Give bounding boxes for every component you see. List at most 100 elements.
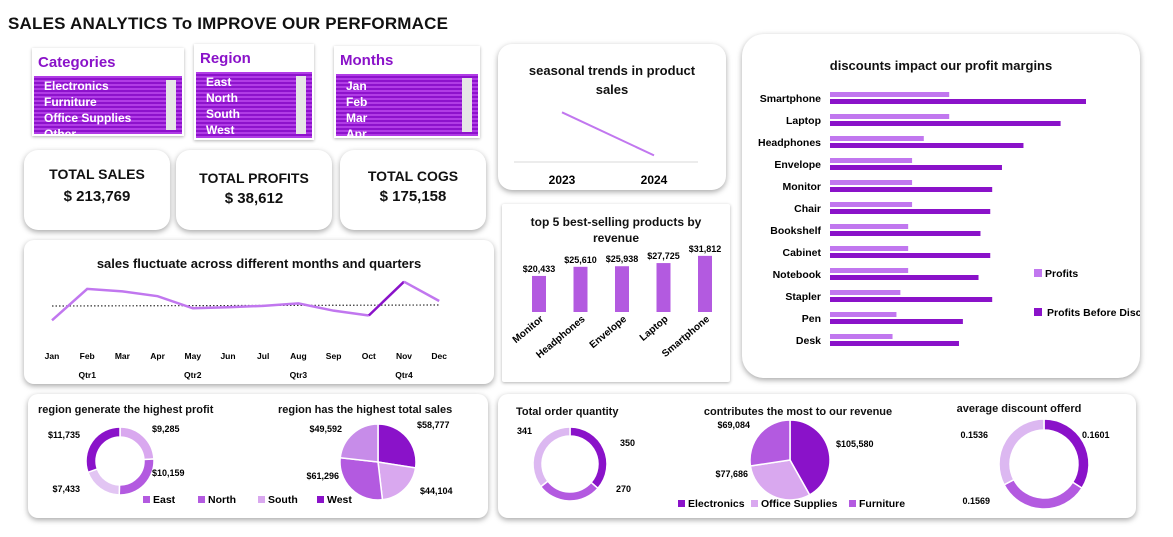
monthly-tick-may: May — [185, 351, 202, 361]
discount-tick-smartphone: Smartphone — [760, 93, 821, 105]
quarter-tick-qtr4: Qtr4 — [395, 370, 413, 380]
discount-tick-bookshelf: Bookshelf — [770, 225, 821, 237]
slicer-item-east[interactable]: East — [206, 75, 232, 89]
monthly-tick-mar: Mar — [115, 351, 131, 361]
profit-before-discount-bar-monitor — [830, 187, 993, 192]
profit-before-discount-bar-headphones — [830, 143, 1024, 148]
region-profit-label-0: $9,285 — [152, 424, 180, 434]
slicer-item-electronics[interactable]: Electronics — [44, 79, 109, 93]
quarter-tick-qtr1: Qtr1 — [78, 370, 96, 380]
legend-label-profits-before-discount: Profits Before Discount — [1047, 307, 1140, 319]
months-slicer[interactable]: Months Jan Feb Mar Apr — [334, 46, 480, 138]
months-slicer-header: Months — [340, 52, 394, 69]
total-cogs-card: TOTAL COGS $ 175,158 — [340, 150, 486, 230]
region-slicer-header: Region — [200, 50, 251, 67]
discount-tick-cabinet: Cabinet — [782, 247, 821, 259]
slicer-item-jan[interactable]: Jan — [346, 79, 367, 93]
region-profit-label-1: $10,159 — [152, 468, 185, 478]
top5-label-envelope: $25,938 — [606, 254, 639, 264]
discounts-impact-title: discounts impact our profit margins — [829, 58, 1053, 73]
total-cogs-label: TOTAL COGS — [367, 168, 459, 184]
order-qty-slice-2 — [532, 426, 571, 488]
top5-products-card: top 5 best-selling products by revenue $… — [502, 204, 730, 382]
region-profit-slice-0 — [119, 426, 155, 461]
profit-before-discount-bar-envelope — [830, 165, 1002, 170]
monthly-tick-feb: Feb — [80, 351, 95, 361]
monthly-sales-card: sales fluctuate across different months … — [24, 240, 494, 384]
profit-bar-desk — [830, 334, 893, 339]
top5-label-monitor: $20,433 — [523, 264, 556, 274]
slicer-item-apr[interactable]: Apr — [346, 127, 367, 136]
discount-tick-chair: Chair — [794, 203, 821, 215]
seasonal-trends-card: seasonal trends in product sales 2023 202… — [498, 44, 726, 190]
region-legend-swatch-east — [143, 496, 150, 503]
top5-bar-envelope — [615, 266, 629, 312]
categories-scrollbar[interactable] — [166, 80, 176, 130]
top5-bar-headphones — [573, 266, 588, 312]
region-sales-slice-0 — [377, 423, 417, 469]
orders-revenue-card: Total order quantity contributes the mos… — [498, 394, 1136, 518]
avg-discount-label-2: 0.1536 — [960, 430, 988, 440]
total-sales-value: $ 213,769 — [63, 188, 131, 205]
order-qty-slice-1 — [539, 480, 599, 502]
region-legend-label-south: South — [268, 494, 298, 506]
profit-bar-pen — [830, 312, 897, 317]
profit-bar-headphones — [830, 136, 924, 141]
top5-tick-laptop: Laptop — [638, 314, 671, 344]
monthly-series-line-end — [403, 280, 440, 303]
avg-discount-label-1: 0.1569 — [962, 496, 990, 506]
profit-bar-bookshelf — [830, 224, 909, 229]
categories-slicer[interactable]: Categories Electronics Furniture Office … — [32, 48, 184, 136]
monthly-sales-chart: Jan Feb Mar Apr May Jun Jul Aug Sep Oct Nov Dec Qtr1… — [45, 280, 447, 380]
discount-tick-headphones: Headphones — [758, 137, 821, 149]
slicer-item-office-supplies[interactable]: Office Supplies — [44, 111, 132, 125]
slicer-item-west[interactable]: West — [206, 123, 235, 137]
total-sales-label: TOTAL SALES — [49, 166, 145, 182]
top5-tick-monitor: Monitor — [511, 314, 546, 346]
total-profits-value: $ 38,612 — [224, 190, 284, 207]
seasonal-series-line — [561, 111, 655, 157]
discount-tick-stapler: Stapler — [785, 291, 821, 303]
order-qty-label-0: 350 — [620, 438, 635, 448]
revenue-legend-swatch-office-supplies — [751, 500, 758, 507]
total-cogs-value: $ 175,158 — [379, 188, 447, 205]
total-profits-label: TOTAL PROFITS — [199, 170, 309, 186]
revenue-legend-label-electronics: Electronics — [688, 498, 745, 510]
top5-bar-monitor — [532, 275, 546, 312]
region-legend-swatch-north — [198, 496, 205, 503]
avg-discount-title: average discount offerd — [956, 403, 1082, 415]
profit-bar-notebook — [830, 268, 909, 273]
top5-bar-laptop — [656, 263, 671, 312]
slicer-item-south[interactable]: South — [206, 107, 240, 121]
slicer-item-feb[interactable]: Feb — [346, 95, 368, 109]
profit-before-discount-bar-desk — [830, 341, 959, 346]
profit-before-discount-bar-cabinet — [830, 253, 991, 258]
region-sales-label-3: $49,592 — [309, 424, 342, 434]
legend-swatch-profits — [1034, 269, 1042, 277]
region-profit-slice-2 — [86, 468, 121, 496]
discount-tick-envelope: Envelope — [774, 159, 821, 171]
profit-bar-chair — [830, 202, 913, 207]
region-scrollbar[interactable] — [296, 76, 306, 134]
order-quantity-title: Total order quantity — [516, 406, 619, 418]
category-revenue-slice-0 — [789, 419, 831, 496]
orders-revenue-charts: 350 270 341 $105,580 $77,686 $69,084 0.1601 0.1… — [517, 418, 1110, 510]
top5-products-chart: $20,433Monitor$25,610Headphones$25,938En… — [511, 244, 721, 361]
top5-tick-envelope: Envelope — [588, 314, 629, 351]
slicer-item-other[interactable]: Other — [44, 127, 77, 134]
avg-discount-label-0: 0.1601 — [1082, 430, 1110, 440]
region-slicer[interactable]: Region East North South West — [194, 44, 314, 140]
discount-tick-pen: Pen — [802, 313, 821, 325]
seasonal-tick-2024: 2024 — [641, 173, 668, 187]
monthly-tick-jul: Jul — [257, 351, 269, 361]
region-legend-label-east: East — [153, 494, 176, 506]
slicer-item-mar[interactable]: Mar — [346, 111, 368, 125]
monthly-tick-nov: Nov — [396, 351, 412, 361]
slicer-item-furniture[interactable]: Furniture — [44, 95, 97, 109]
category-revenue-label-1: $77,686 — [715, 469, 748, 479]
region-legend-swatch-south — [258, 496, 265, 503]
region-charts: $9,285 $10,159 $7,433 $11,735 $58,777 $44,104… — [48, 420, 453, 506]
months-scrollbar[interactable] — [462, 78, 472, 132]
legend-swatch-profits-before-discount — [1034, 308, 1042, 316]
slicer-item-north[interactable]: North — [206, 91, 238, 105]
